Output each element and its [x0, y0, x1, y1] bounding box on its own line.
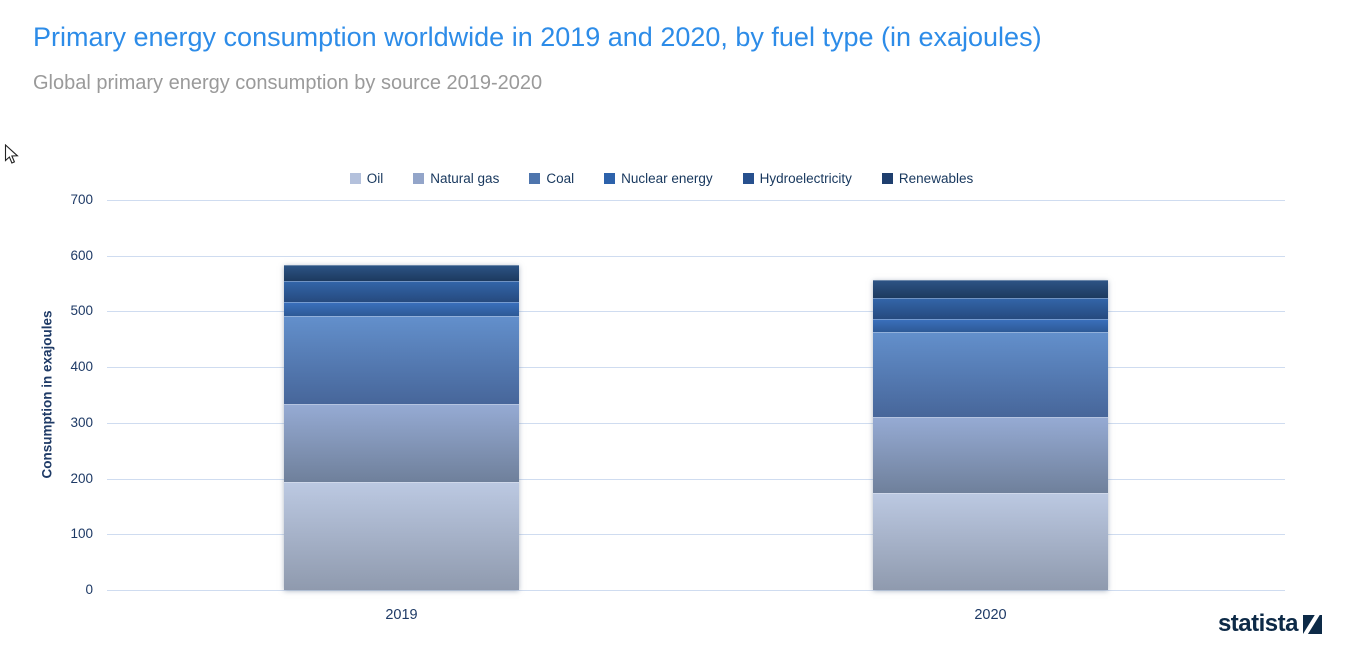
legend-label: Nuclear energy — [621, 171, 713, 186]
legend-item-renewables: Renewables — [881, 171, 974, 186]
statista-logo-text: statista — [1217, 610, 1299, 637]
stacked-bar-2020 — [873, 279, 1108, 590]
legend-label: Coal — [546, 171, 575, 186]
gridline — [107, 311, 1285, 313]
gridline — [107, 590, 1285, 591]
bar-segment-oil — [873, 493, 1108, 590]
legend-swatch-icon — [349, 173, 361, 184]
y-tick-label: 700 — [70, 192, 93, 207]
legend-swatch-icon — [604, 173, 616, 184]
y-tick-label: 600 — [70, 247, 93, 263]
statista-logo-mark — [1303, 614, 1322, 634]
bar-segment-nuclear-energy — [284, 301, 519, 316]
chart-legend: Oil Natural gas Coal Nuclear energy Hydroele… — [0, 171, 1347, 186]
legend-label: Hydroelectricity — [759, 171, 852, 186]
legend-item-natural-gas: Natural gas — [413, 171, 499, 186]
gridline — [107, 478, 1285, 480]
gridline — [107, 200, 1285, 201]
gridline — [107, 255, 1285, 257]
legend-swatch-icon — [742, 173, 754, 184]
bar-segment-coal — [873, 332, 1108, 417]
bar-segment-coal — [284, 315, 519, 404]
legend-label: Natural gas — [430, 171, 500, 186]
gridline — [107, 367, 1285, 369]
legend-swatch-icon — [529, 173, 541, 184]
y-tick-label: 400 — [70, 359, 93, 375]
stacked-bar-2019 — [284, 264, 519, 590]
y-tick-label: 200 — [70, 470, 93, 486]
legend-item-oil: Oil — [349, 171, 384, 186]
bar-segment-oil — [284, 482, 519, 590]
x-axis-label-2020: 2020 — [974, 607, 1007, 623]
gridline — [107, 422, 1285, 424]
y-tick-label: 500 — [70, 303, 93, 319]
legend-item-hydroelectricity: Hydroelectricity — [742, 171, 852, 186]
chart-title: Primary energy consumption worldwide in … — [33, 22, 1042, 52]
plot-area — [107, 200, 1285, 591]
legend-swatch-icon — [413, 173, 425, 184]
x-axis-label-2019: 2019 — [385, 607, 418, 623]
bar-segment-renewables — [284, 264, 519, 281]
y-tick-label: 0 — [85, 582, 93, 597]
bar-segment-nuclear-energy — [873, 318, 1108, 333]
y-tick-label: 100 — [70, 526, 93, 542]
legend-swatch-icon — [881, 173, 893, 184]
statista-logo[interactable]: statista — [1218, 610, 1322, 638]
mouse-cursor-icon — [4, 144, 19, 164]
gridline — [107, 534, 1285, 536]
bar-segment-renewables — [873, 279, 1108, 298]
legend-item-coal: Coal — [529, 171, 574, 186]
legend-item-nuclear-energy: Nuclear energy — [604, 171, 713, 186]
y-axis-title: Consumption in exajoules — [39, 310, 55, 479]
bar-segment-natural-gas — [873, 416, 1108, 494]
legend-label: Oil — [366, 171, 384, 186]
y-tick-label: 300 — [70, 414, 93, 430]
chart-subtitle: Global primary energy consumption by sou… — [33, 72, 543, 94]
bar-segment-hydroelectricity — [873, 297, 1108, 319]
legend-label: Renewables — [898, 171, 974, 186]
bar-segment-hydroelectricity — [284, 280, 519, 302]
bar-segment-natural-gas — [284, 403, 519, 483]
